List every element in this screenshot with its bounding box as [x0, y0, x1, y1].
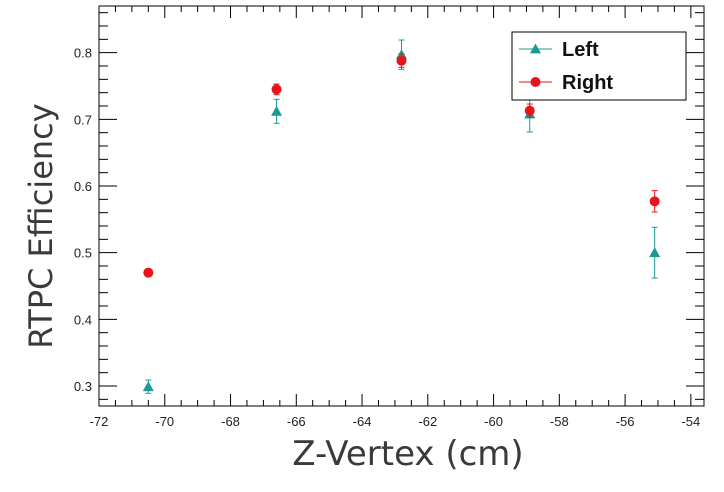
legend: Left Right [511, 31, 687, 101]
series-right [143, 53, 660, 278]
x-axis-title: Z-Vertex (cm) [292, 434, 523, 474]
x-tick-label: -58 [550, 414, 569, 429]
y-tick-label: 0.8 [74, 46, 92, 61]
y-tick-label: 0.6 [74, 179, 92, 194]
y-tick-label: 0.5 [74, 246, 92, 261]
plot-frame [98, 5, 705, 407]
x-tick-label: -56 [616, 414, 635, 429]
y-axis-title: RTPC Efficiency [22, 103, 60, 348]
x-tick-label: -62 [418, 414, 437, 429]
legend-label: Left [562, 39, 599, 61]
legend-box [511, 31, 687, 101]
x-tick-label: -70 [155, 414, 174, 429]
data-point [649, 196, 660, 207]
y-tick-label: 0.4 [74, 312, 92, 327]
data-point [271, 105, 283, 116]
x-tick-label: -64 [353, 414, 372, 429]
data-point [524, 105, 535, 116]
x-tick-label: -66 [287, 414, 306, 429]
data-point [396, 55, 407, 66]
legend-item-left: Left [519, 39, 599, 61]
x-tick-label: -60 [484, 414, 503, 429]
data-point [143, 267, 154, 278]
x-tick-label: -54 [681, 414, 700, 429]
data-series [142, 39, 661, 394]
legend-marker [530, 43, 541, 54]
legend-item-right: Right [519, 72, 613, 94]
data-point [649, 247, 661, 258]
x-tick-label: -72 [90, 414, 109, 429]
y-tick-label: 0.3 [74, 379, 92, 394]
y-axis: 0.3 0.4 0.5 0.6 0.7 0.8 [74, 12, 704, 400]
x-axis: -72 -70 -68 -66 -64 -62 -60 -58 -56 -54 [90, 6, 700, 429]
x-tick-label: -68 [221, 414, 240, 429]
data-point [271, 84, 282, 95]
y-tick-label: 0.7 [74, 112, 92, 127]
data-point [142, 381, 154, 392]
legend-label: Right [562, 72, 613, 94]
legend-marker [530, 77, 541, 87]
